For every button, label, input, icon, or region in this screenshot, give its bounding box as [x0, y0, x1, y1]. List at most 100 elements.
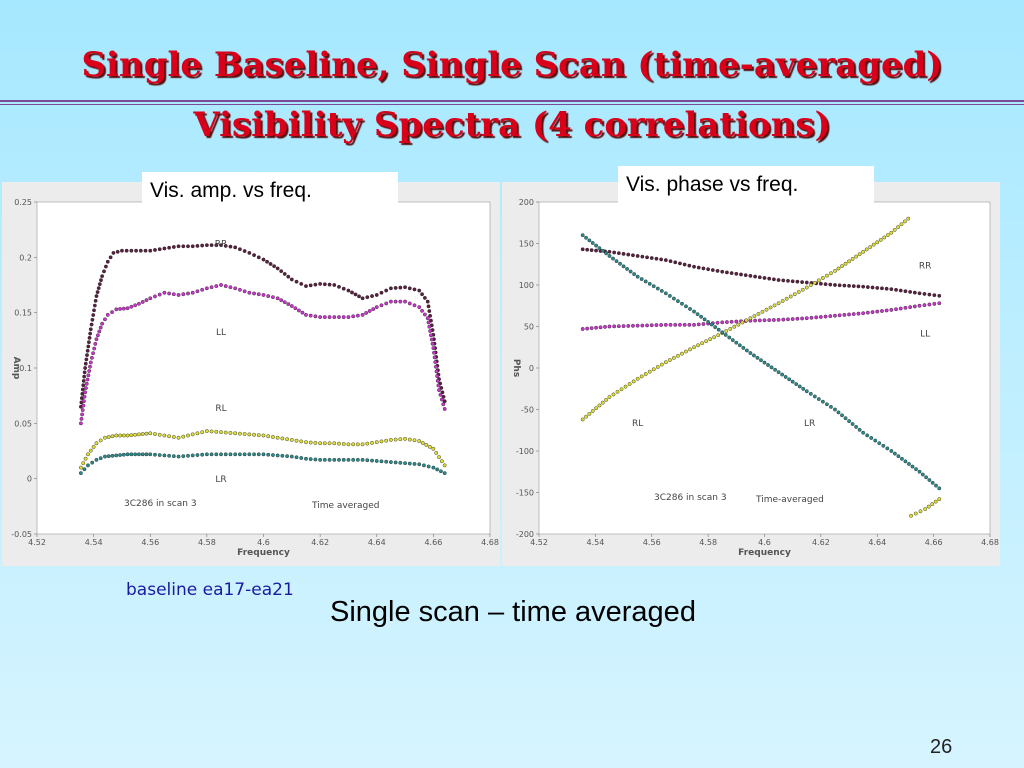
data-point-RR	[442, 399, 447, 404]
data-point-LR	[176, 454, 181, 459]
data-point-RR	[932, 293, 937, 298]
data-point-LL	[621, 324, 626, 328]
data-point-LR	[752, 353, 756, 358]
data-point-LL	[144, 298, 149, 303]
data-point-RL	[643, 372, 648, 376]
data-point-RL	[275, 435, 280, 440]
data-point-RR	[365, 295, 370, 300]
data-point-RL	[740, 320, 745, 325]
data-point-LR	[917, 469, 922, 474]
y-tick-label: 0.15	[14, 309, 32, 318]
data-point-RR	[800, 280, 804, 284]
data-point-LR	[233, 452, 238, 457]
data-point-LR	[580, 233, 585, 238]
data-point-RL	[256, 433, 261, 438]
data-point-RR	[108, 255, 113, 260]
data-point-LR	[769, 365, 774, 370]
data-point-LL	[80, 412, 84, 417]
data-point-LL	[917, 303, 922, 308]
data-point-LL	[898, 306, 903, 311]
data-point-RR	[668, 259, 673, 264]
data-point-LR	[625, 267, 629, 271]
data-point-RR	[427, 309, 432, 313]
data-point-LL	[856, 311, 861, 316]
data-point-RL	[88, 448, 93, 453]
data-point-LR	[162, 453, 167, 458]
data-point-RL	[906, 216, 911, 221]
x-tick-label: 4.64	[368, 538, 386, 547]
data-point-LL	[137, 301, 141, 306]
data-point-LR	[604, 251, 609, 256]
data-point-RL	[736, 322, 741, 327]
data-point-LR	[881, 443, 886, 448]
data-point-RR	[88, 327, 93, 332]
data-point-LR	[695, 312, 700, 317]
data-point-RL	[800, 287, 805, 292]
data-point-LR	[889, 449, 894, 453]
data-point-LL	[607, 324, 612, 329]
data-point-RR	[120, 248, 124, 253]
data-point-LR	[289, 454, 294, 459]
data-point-RL	[83, 456, 88, 461]
data-point-LR	[910, 464, 915, 469]
data-point-RL	[829, 271, 833, 276]
data-point-RL	[820, 276, 825, 280]
data-point-RL	[266, 434, 271, 439]
data-point-RR	[97, 282, 102, 287]
data-point-RR	[626, 252, 631, 257]
data-point-RL	[103, 435, 107, 440]
data-point-LL	[663, 322, 668, 327]
data-point-LL	[176, 293, 181, 297]
data-point-RR	[908, 290, 913, 294]
amplitude-caption: Vis. amp. vs freq.	[142, 172, 398, 218]
data-point-LL	[153, 294, 157, 299]
data-point-RR	[204, 243, 209, 248]
data-point-RL	[167, 434, 172, 439]
data-point-LR	[140, 452, 145, 457]
data-point-LL	[97, 329, 102, 334]
data-point-RR	[157, 247, 162, 252]
data-point-LR	[692, 309, 696, 314]
series-label-LR: LR	[804, 419, 815, 429]
data-point-LR	[607, 254, 612, 258]
data-point-LL	[282, 300, 287, 305]
data-point-RL	[398, 437, 403, 442]
data-point-LR	[903, 459, 908, 464]
data-point-RL	[600, 400, 605, 405]
data-point-RR	[171, 245, 176, 249]
data-point-LL	[842, 312, 847, 317]
data-point-LL	[870, 310, 875, 315]
y-tick-label: 150	[519, 240, 534, 249]
data-point-RR	[346, 288, 351, 293]
series-RL	[78, 429, 447, 470]
data-point-LL	[640, 323, 645, 328]
data-point-LL	[847, 312, 851, 317]
data-point-LR	[934, 483, 938, 488]
data-point-RL	[162, 433, 167, 438]
data-point-LL	[427, 324, 432, 329]
data-point-LR	[667, 294, 672, 298]
data-point-RL	[748, 316, 753, 321]
data-point-RR	[847, 283, 851, 288]
data-point-RL	[918, 509, 923, 514]
data-point-RL	[186, 433, 190, 438]
data-point-LR	[937, 486, 942, 491]
data-point-LL	[932, 301, 937, 306]
data-point-RL	[930, 502, 935, 507]
data-point-LR	[680, 301, 684, 306]
data-point-LL	[912, 304, 917, 309]
y-tick-label: -150	[516, 489, 534, 498]
data-point-RL	[619, 387, 624, 392]
series-LR	[78, 452, 447, 476]
data-point-RL	[393, 437, 398, 442]
data-point-RL	[223, 430, 228, 435]
data-point-RL	[926, 504, 931, 509]
data-point-LR	[907, 462, 911, 466]
data-point-RR	[94, 294, 99, 298]
data-point-RR	[687, 263, 692, 268]
data-point-RR	[233, 245, 238, 250]
data-point-RL	[676, 353, 680, 358]
data-point-LR	[337, 457, 341, 462]
data-point-LL	[875, 309, 880, 314]
data-point-LL	[327, 315, 332, 319]
